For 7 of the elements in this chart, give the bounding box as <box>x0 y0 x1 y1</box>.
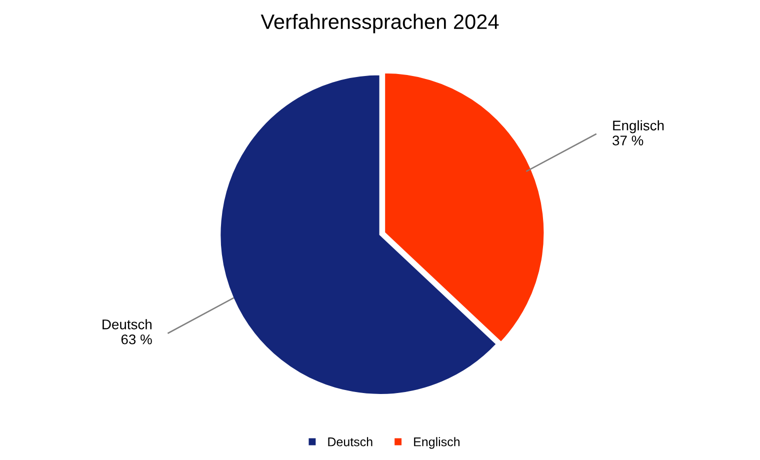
data-label: 63 % <box>121 334 152 344</box>
legend-label: Englisch <box>414 437 460 449</box>
chart-title: Verfahrenssprachen 2024 <box>260 14 499 34</box>
slice-label: Deutsch <box>102 319 152 330</box>
slice-label: Englisch <box>613 120 664 134</box>
legend-label: Deutsch <box>328 437 372 446</box>
data-label: 37 % <box>612 136 644 146</box>
